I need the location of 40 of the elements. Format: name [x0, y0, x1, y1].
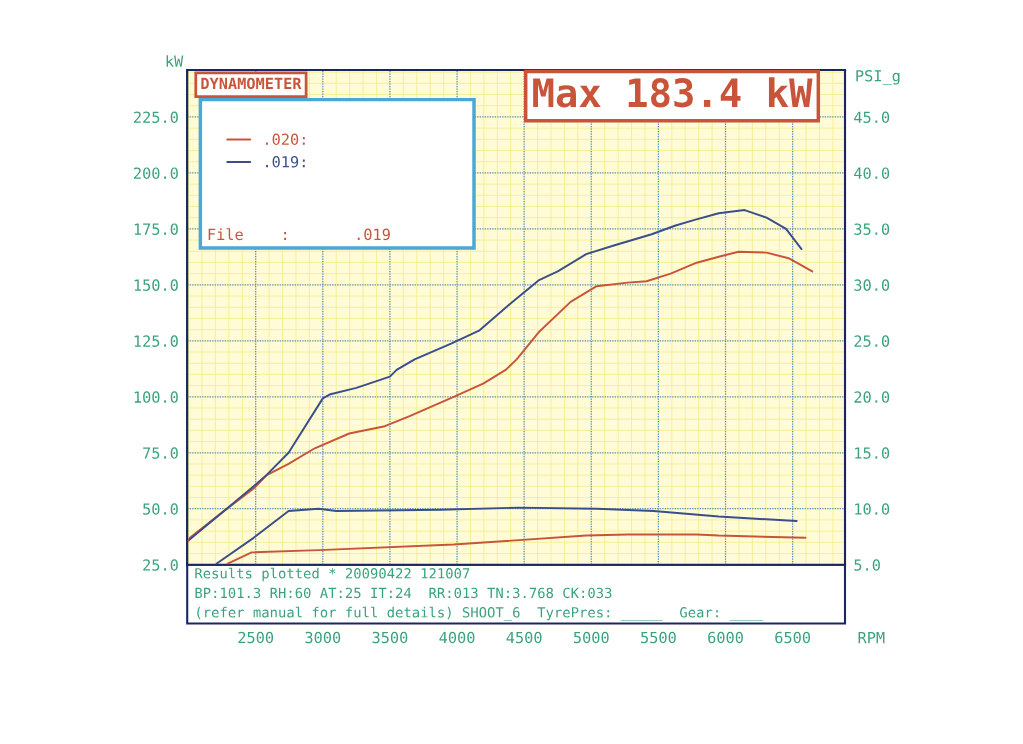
text: BP:101.3 RH:60 AT:25 IT:24 RR:013 TN:3.768 CK:033 — [195, 587, 612, 599]
line-series — [226, 533, 807, 565]
x-tick-label: 4500 — [506, 631, 542, 644]
y2-tick-label: 30.0 — [854, 279, 890, 291]
legend-label: .020: — [266, 133, 305, 146]
x-tick-label: 5000 — [573, 631, 609, 644]
x-tick-label: 3000 — [305, 631, 341, 644]
y-tick-label: 100.0 — [134, 391, 178, 403]
y-tick-label: 50.0 — [143, 503, 178, 515]
y2-tick-label: 35.0 — [854, 223, 890, 235]
x-tick-label: 3500 — [372, 631, 408, 644]
y-tick-label: 75.0 — [143, 447, 178, 459]
line-series — [215, 506, 798, 565]
y2-axis-title: PSI_g — [856, 69, 900, 85]
x-tick-label: 2500 — [238, 631, 274, 644]
text: Results plotted * 20090422 121007 — [195, 567, 470, 582]
x-tick-label: 5500 — [641, 631, 676, 644]
chart-title: DYNAMOMETER — [201, 77, 302, 90]
annotation: Max 183.4 kW — [533, 77, 813, 108]
y2-tick-label: 25.0 — [854, 335, 890, 347]
y2-tick-label: 45.0 — [854, 111, 890, 124]
y-tick-label: 175.0 — [134, 223, 178, 235]
x-tick-label: 6500 — [775, 631, 811, 644]
y-axis-title: kW — [166, 55, 184, 67]
y2-tick-label: 15.0 — [855, 447, 890, 459]
y2-tick-label: 20.0 — [854, 391, 890, 403]
annotation: File : .019 — [208, 228, 390, 241]
y2-tick-label: 5.0 — [854, 559, 880, 571]
y2-tick-label: 40.0 — [854, 167, 890, 179]
y-tick-label: 150.0 — [134, 279, 178, 291]
y2-tick-label: 10.0 — [855, 503, 890, 515]
text: (refer manual for full details) SHOOT_6 TyrePres: _____ Gear: ____ — [197, 606, 763, 621]
y-tick-label: 225.0 — [134, 111, 178, 124]
x-tick-label: 4000 — [439, 631, 475, 644]
y-tick-label: 25.0 — [143, 559, 178, 571]
legend-label: .019: — [266, 156, 305, 168]
x-tick-label: 6000 — [708, 631, 743, 644]
y-tick-label: 125.0 — [134, 335, 178, 347]
x-axis-title: RPM — [858, 632, 885, 644]
y-tick-label: 200.0 — [134, 167, 178, 179]
